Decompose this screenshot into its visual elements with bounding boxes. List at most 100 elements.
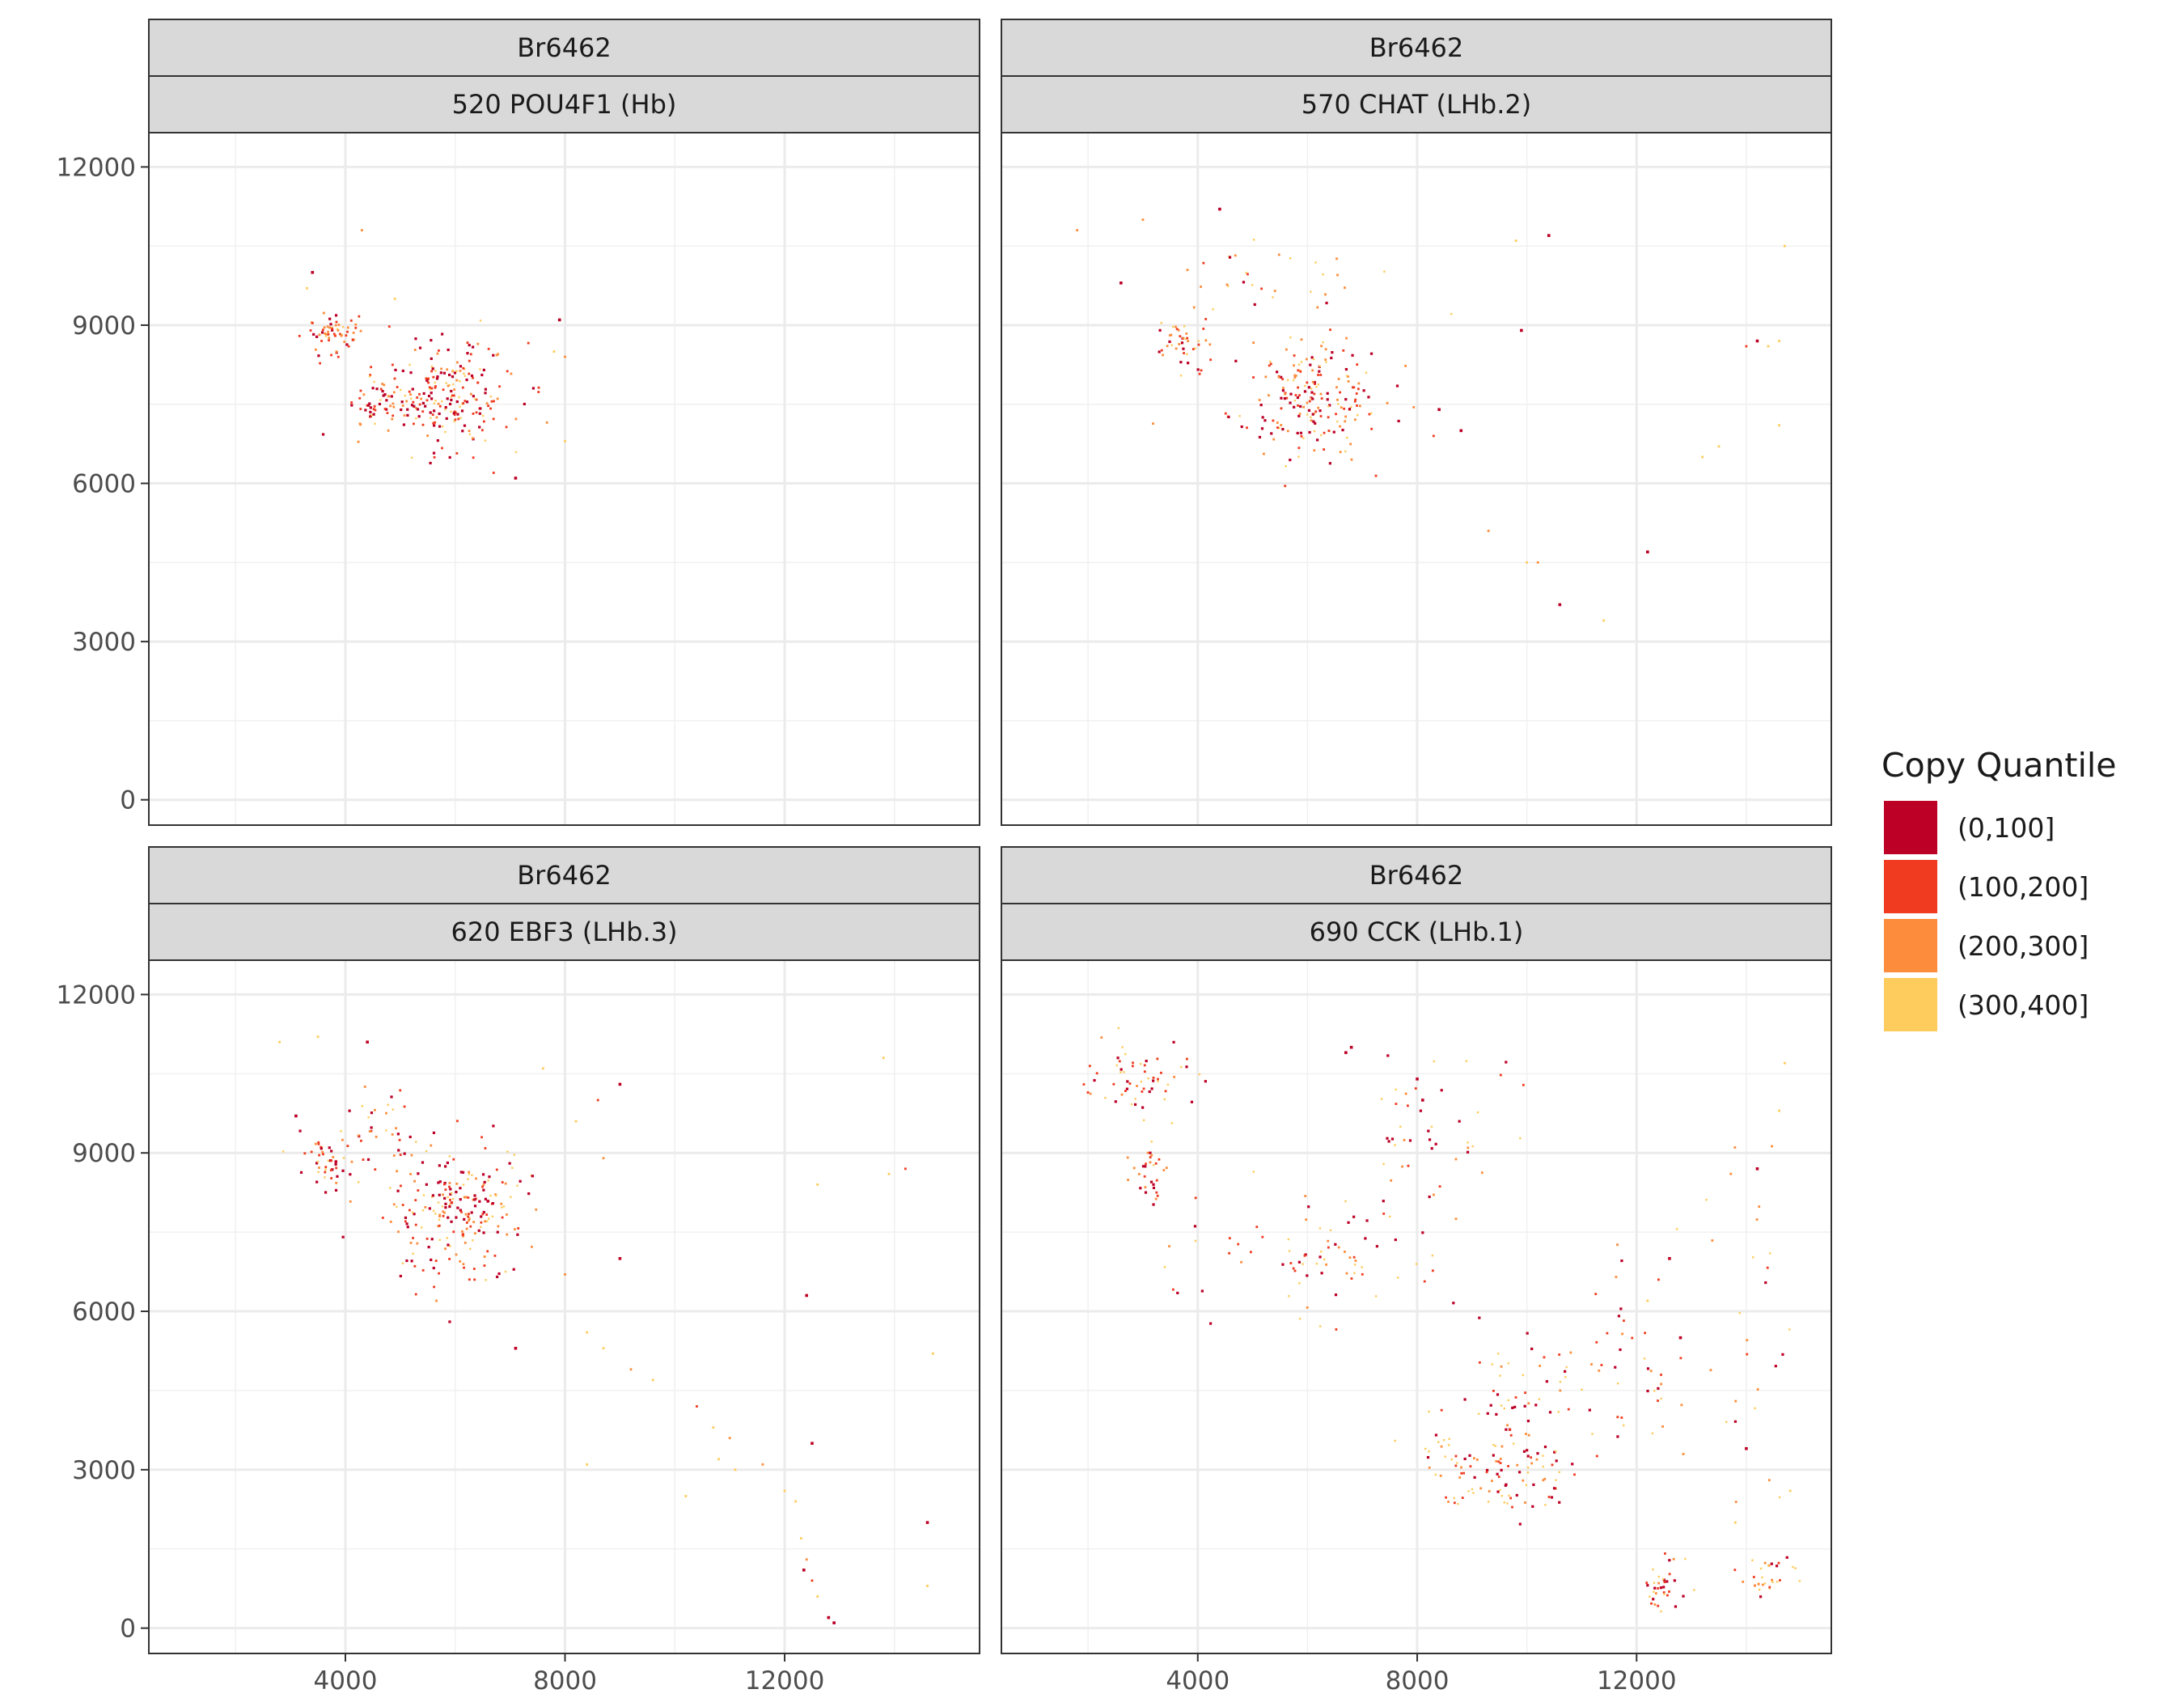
data-point bbox=[557, 318, 561, 322]
strip-cluster-label: 690 CCK (LHb.1) bbox=[1310, 917, 1524, 947]
data-point bbox=[1653, 1603, 1657, 1606]
data-point bbox=[1653, 1390, 1656, 1392]
data-point bbox=[1310, 387, 1313, 390]
data-point bbox=[392, 1154, 396, 1157]
data-point bbox=[444, 1202, 447, 1205]
data-point bbox=[399, 1274, 402, 1278]
data-point bbox=[1277, 375, 1280, 379]
data-point bbox=[500, 1202, 503, 1205]
data-point bbox=[1325, 361, 1327, 363]
data-point bbox=[451, 1197, 455, 1200]
data-point bbox=[1304, 1195, 1307, 1197]
data-point bbox=[1252, 1171, 1255, 1173]
strip-sample-label: Br6462 bbox=[517, 860, 612, 891]
data-point bbox=[1375, 1245, 1379, 1248]
data-point bbox=[596, 1099, 599, 1102]
data-point bbox=[1454, 1217, 1458, 1221]
data-point bbox=[1367, 396, 1370, 399]
data-point bbox=[434, 1213, 437, 1215]
data-point bbox=[495, 1275, 499, 1279]
data-point bbox=[432, 421, 435, 425]
data-point bbox=[486, 1200, 489, 1203]
data-point bbox=[411, 387, 414, 391]
data-point bbox=[1260, 287, 1263, 290]
data-point bbox=[1337, 378, 1340, 380]
data-point bbox=[408, 363, 411, 366]
data-point bbox=[468, 1217, 471, 1220]
data-point bbox=[1320, 345, 1323, 348]
data-point bbox=[1353, 1264, 1357, 1266]
data-point bbox=[887, 1172, 891, 1175]
data-point bbox=[434, 385, 437, 387]
data-point bbox=[420, 397, 422, 400]
data-point bbox=[1754, 1407, 1756, 1410]
data-point bbox=[1496, 1393, 1500, 1396]
data-point bbox=[1130, 1103, 1133, 1106]
data-point bbox=[1306, 1274, 1309, 1277]
data-point bbox=[421, 1268, 425, 1272]
data-point bbox=[1330, 356, 1333, 360]
data-point bbox=[480, 373, 484, 377]
data-point bbox=[1198, 372, 1201, 375]
data-point bbox=[1312, 420, 1315, 423]
data-point bbox=[1497, 1460, 1500, 1463]
data-point bbox=[484, 387, 488, 391]
data-point bbox=[1414, 1087, 1417, 1090]
data-point bbox=[482, 1231, 485, 1234]
data-point bbox=[1180, 1065, 1183, 1069]
data-point bbox=[1525, 1484, 1528, 1487]
data-point bbox=[1349, 1045, 1353, 1049]
data-point bbox=[1555, 1450, 1557, 1453]
data-point bbox=[1280, 424, 1283, 426]
data-point bbox=[399, 1154, 402, 1156]
data-point bbox=[1513, 1405, 1517, 1408]
data-point bbox=[1280, 407, 1283, 410]
data-point bbox=[1571, 1463, 1574, 1466]
data-point bbox=[1200, 286, 1202, 288]
data-point bbox=[586, 1463, 589, 1466]
data-point bbox=[463, 1241, 467, 1244]
data-point bbox=[1564, 1376, 1567, 1378]
data-point bbox=[476, 381, 480, 384]
data-point bbox=[1745, 345, 1748, 348]
data-point bbox=[1300, 361, 1303, 363]
data-point bbox=[461, 430, 464, 433]
data-point bbox=[1310, 397, 1312, 400]
data-point bbox=[1487, 1501, 1490, 1503]
data-point bbox=[1144, 1191, 1148, 1194]
data-point bbox=[1480, 1171, 1484, 1175]
data-point bbox=[1458, 1120, 1461, 1123]
data-point bbox=[1369, 352, 1373, 355]
data-point bbox=[1428, 1138, 1432, 1141]
data-point bbox=[1131, 1065, 1134, 1068]
data-point bbox=[1705, 1198, 1708, 1201]
data-point bbox=[925, 1521, 929, 1524]
data-point bbox=[299, 1171, 303, 1175]
data-point bbox=[473, 1205, 477, 1208]
data-point bbox=[1526, 1454, 1530, 1458]
data-point bbox=[1649, 1595, 1651, 1598]
data-point bbox=[401, 1262, 404, 1264]
data-point bbox=[466, 352, 469, 355]
data-point bbox=[337, 324, 341, 327]
data-point bbox=[336, 328, 339, 331]
data-point bbox=[1654, 1592, 1657, 1595]
data-point bbox=[370, 1129, 373, 1133]
data-point bbox=[322, 311, 325, 315]
data-point bbox=[537, 386, 540, 389]
data-point bbox=[449, 1245, 451, 1247]
data-point bbox=[1445, 1496, 1447, 1499]
data-point bbox=[1447, 1444, 1450, 1446]
data-point bbox=[1306, 401, 1309, 404]
data-point bbox=[389, 1221, 392, 1223]
data-point bbox=[1100, 1036, 1103, 1039]
data-point bbox=[1500, 1365, 1503, 1368]
x-tick-label: 8000 bbox=[533, 1666, 597, 1696]
data-point bbox=[446, 368, 449, 371]
data-point bbox=[458, 396, 460, 399]
data-point bbox=[1127, 1179, 1129, 1181]
data-point bbox=[1565, 1365, 1568, 1369]
data-point bbox=[1652, 1598, 1655, 1601]
